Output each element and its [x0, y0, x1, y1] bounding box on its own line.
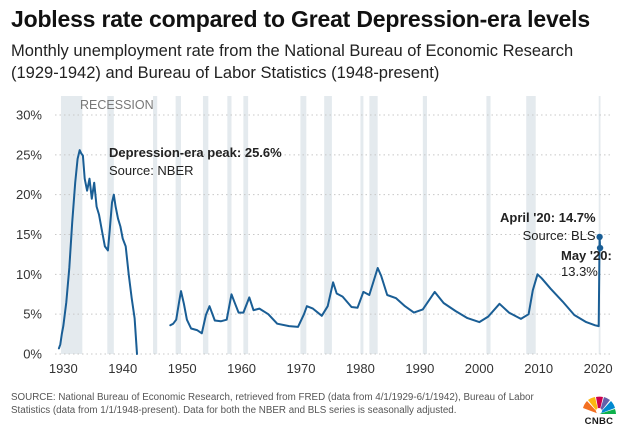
- annotation-sublabel: Source: BLS: [523, 228, 596, 243]
- annotation-label: April '20: 14.7%: [500, 210, 596, 225]
- recession-band: [598, 96, 601, 354]
- y-tick-label: 15%: [16, 227, 42, 242]
- recession-label: RECESSION: [80, 98, 154, 112]
- y-tick-label: 20%: [16, 187, 42, 202]
- series-line: [57, 149, 138, 355]
- x-tick-label: 2000: [465, 361, 494, 376]
- axis-ticks: 0% 5% 10% 15% 20% 25% 30% 1930 1940 1950 1960 1970 1…: [16, 108, 613, 377]
- recession-band: [227, 96, 232, 354]
- annotations: Depression-era peak: 25.6% Source: NBER Ap…: [109, 145, 612, 279]
- may-marker: [596, 244, 604, 252]
- annotation-label: Depression-era peak: 25.6%: [109, 145, 282, 160]
- annotation-sublabel: 13.3%: [561, 264, 598, 279]
- recession-band: [202, 96, 209, 354]
- april-marker: [596, 233, 603, 241]
- chart-title: Jobless rate compared to Great Depressio…: [11, 6, 590, 32]
- y-tick-label: 25%: [16, 147, 42, 162]
- recession-band: [243, 96, 249, 354]
- x-tick-label: 1980: [346, 361, 375, 376]
- source-note: SOURCE: National Bureau of Economic Rese…: [11, 392, 534, 416]
- recession-band: [486, 96, 491, 354]
- recession-band: [175, 96, 181, 354]
- x-tick-label: 2020: [584, 361, 613, 376]
- recession-band: [369, 96, 378, 354]
- series-lines: [57, 149, 602, 355]
- cnbc-logo: CNBC: [578, 392, 620, 428]
- annotation-label: May '20:: [561, 248, 612, 263]
- x-tick-label: 1940: [108, 361, 137, 376]
- series-line: [169, 235, 602, 335]
- recession-band: [360, 96, 364, 354]
- x-tick-label: 1990: [405, 361, 434, 376]
- recession-band: [422, 96, 427, 354]
- recession-band: [526, 96, 536, 354]
- recession-band: [300, 96, 307, 354]
- x-tick-label: 1960: [227, 361, 256, 376]
- chart-subtitle: Monthly unemployment rate from the Natio…: [11, 42, 574, 82]
- y-tick-label: 10%: [16, 267, 42, 282]
- x-tick-label: 1930: [49, 361, 78, 376]
- annotation-sublabel: Source: NBER: [109, 163, 194, 178]
- recession-bands: RECESSION: [60, 96, 601, 354]
- recession-band: [324, 96, 332, 354]
- y-tick-label: 5%: [23, 307, 42, 322]
- x-tick-label: 2010: [524, 361, 553, 376]
- peacock-icon: [583, 396, 616, 414]
- chart-svg: RECESSION 0% 5% 10% 15% 20% 25% 30% 1930 1940 195…: [16, 96, 613, 377]
- x-tick-label: 1950: [168, 361, 197, 376]
- y-tick-label: 0%: [23, 347, 42, 362]
- recession-band: [153, 96, 158, 354]
- x-tick-label: 1970: [287, 361, 316, 376]
- logo-text: CNBC: [584, 416, 614, 427]
- y-tick-label: 30%: [16, 108, 42, 123]
